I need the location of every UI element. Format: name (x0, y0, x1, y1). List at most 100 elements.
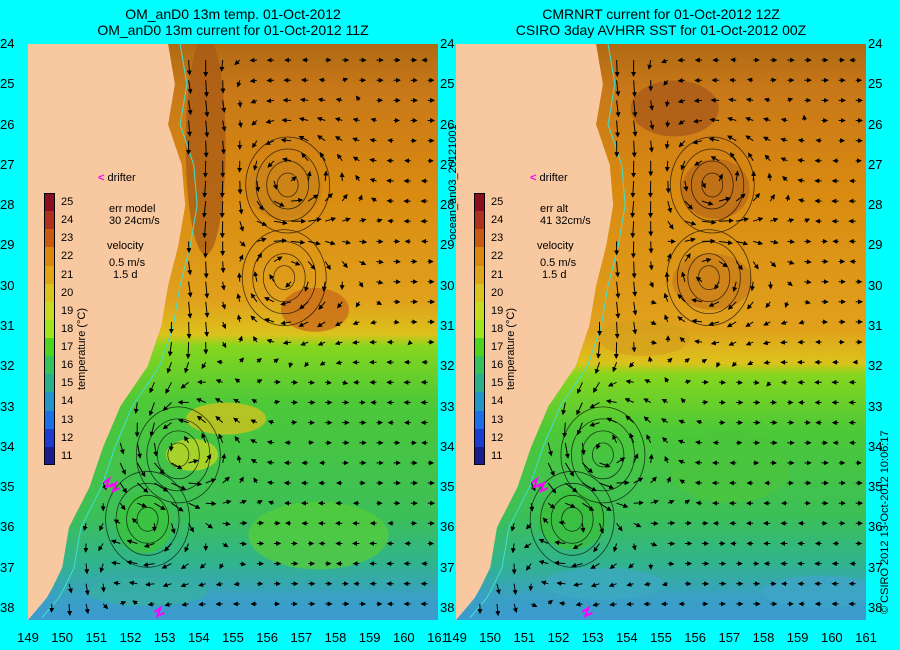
current-vector (266, 338, 275, 344)
drifter-track (153, 605, 165, 618)
current-vector (572, 543, 583, 549)
current-vector (590, 582, 600, 588)
current-vector (766, 381, 772, 387)
current-vector (678, 119, 686, 125)
latitude-tick-label: 35 (0, 479, 15, 495)
longitude-tick-label: 160 (392, 630, 415, 645)
colorbar-swatch (474, 428, 485, 448)
current-vector (736, 217, 749, 223)
current-vector (770, 77, 777, 83)
right-title-line2: CSIRO 3day AVHRR SST for 01-Oct-2012 00Z (515, 22, 807, 38)
longitude-tick-label: 159 (358, 630, 381, 645)
colorbar-swatch (44, 356, 55, 375)
current-vector (272, 180, 278, 190)
current-vector (736, 240, 749, 246)
current-vector (538, 559, 549, 565)
current-vector (664, 314, 669, 323)
current-vector (188, 481, 203, 487)
temperature-patch (186, 402, 267, 435)
eddy-streamline (245, 136, 331, 234)
colorbar-tick-label: 21 (61, 268, 74, 281)
temperature-patch (672, 253, 753, 310)
drifter-track (581, 605, 593, 618)
latitude-tick-label: 27 (440, 156, 455, 172)
current-vector (735, 261, 743, 271)
eddy-streamline (146, 418, 211, 492)
current-vector (280, 301, 292, 306)
current-vector (647, 60, 653, 70)
current-vector (804, 218, 811, 224)
current-vector (238, 201, 244, 215)
current-vector (180, 563, 189, 570)
current-vector (630, 180, 636, 198)
current-vector (291, 419, 298, 425)
current-vector (747, 360, 754, 366)
eddy-streamline (255, 148, 320, 222)
current-vector (780, 117, 788, 123)
current-vector (667, 561, 675, 567)
current-vector (250, 419, 258, 424)
eddy-streamline (676, 241, 741, 315)
current-vector (102, 603, 109, 610)
current-vector (147, 601, 155, 607)
colorbar-tick-label: 13 (61, 413, 74, 426)
current-vector (614, 261, 620, 278)
longitude-tick-label: 152 (119, 630, 142, 645)
left-velocity-scale2: 1.5 d (113, 269, 138, 281)
current-vector (273, 256, 283, 262)
right-map-panel (456, 44, 866, 620)
current-vector (264, 318, 275, 323)
current-vector (530, 482, 536, 492)
current-vector (753, 240, 764, 246)
latitude-tick-label: 35 (868, 479, 883, 495)
current-vector (220, 140, 226, 155)
current-vector (256, 379, 263, 384)
current-vector (768, 281, 773, 290)
latitude-tick-label: 33 (440, 398, 455, 414)
current-vector (530, 602, 538, 607)
current-vector (342, 77, 349, 83)
current-vector (165, 382, 172, 394)
temperature-patch (681, 159, 750, 220)
current-vector (387, 138, 394, 144)
current-vector (187, 281, 193, 298)
current-vector (359, 260, 367, 265)
current-vector (753, 217, 764, 222)
current-vector (554, 560, 566, 566)
current-vector (780, 157, 788, 163)
current-vector (256, 220, 268, 226)
current-vector (187, 261, 193, 276)
current-vector (251, 120, 258, 126)
current-vector (187, 301, 193, 319)
current-vector (335, 97, 343, 103)
longitude-tick-label: 159 (786, 630, 809, 645)
left-map-panel (28, 44, 438, 620)
current-vector (571, 562, 583, 568)
colorbar-frame (44, 193, 55, 465)
colorbar-swatch (44, 229, 55, 248)
left-drifter-label: drifter (107, 172, 136, 184)
current-vector (630, 221, 636, 239)
current-vector (667, 357, 673, 363)
current-vector (785, 194, 791, 202)
current-vector (304, 281, 309, 292)
current-vector (677, 98, 686, 104)
current-vector (202, 180, 208, 198)
current-vector (661, 418, 669, 424)
current-vector (677, 316, 686, 323)
right-err-line2: 41 32cm/s (540, 215, 591, 227)
current-vector (164, 602, 172, 607)
temperature-patch (116, 493, 173, 554)
current-vector (253, 477, 259, 484)
temperature-patch (630, 80, 719, 137)
current-vector (512, 583, 518, 596)
current-vector (664, 140, 670, 150)
current-vector (710, 156, 720, 162)
current-vector (119, 462, 126, 476)
current-vector (547, 502, 556, 509)
current-vector (162, 582, 172, 588)
current-vector (798, 198, 805, 204)
eddy-streamline (136, 506, 159, 532)
current-vector (407, 339, 413, 346)
current-vector (341, 261, 348, 269)
